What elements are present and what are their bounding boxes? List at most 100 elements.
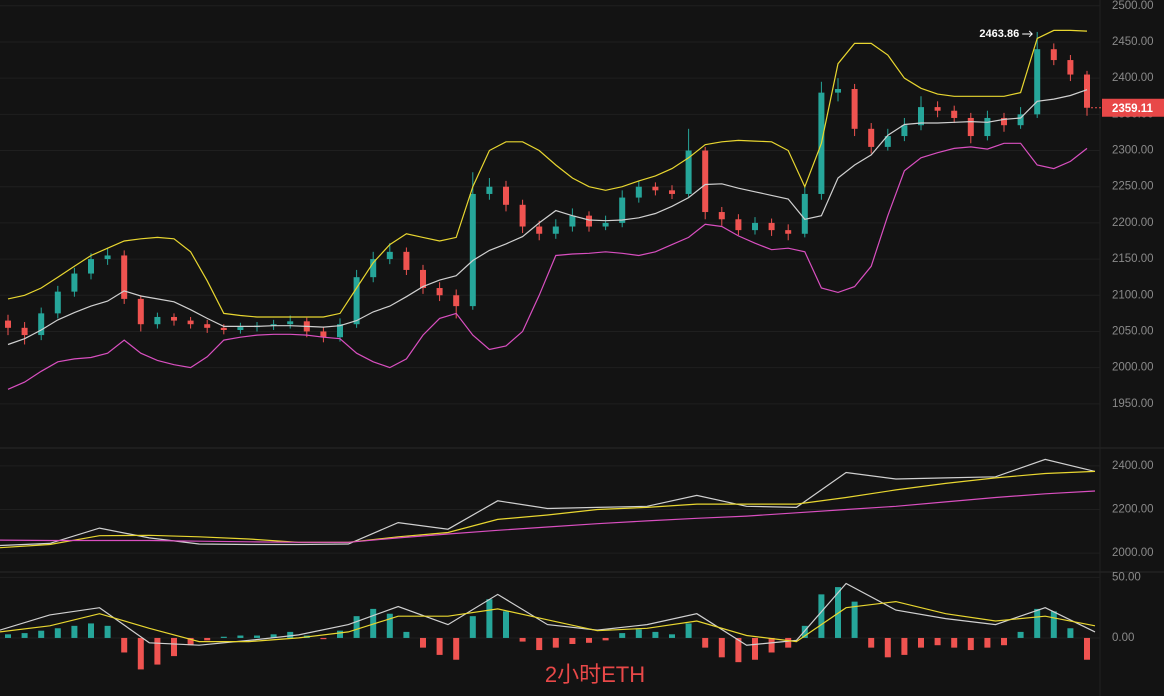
macd-line <box>0 582 1096 646</box>
candle-body <box>602 222 609 227</box>
candle-body <box>71 273 78 292</box>
macd-bar <box>818 594 825 638</box>
macd-bar <box>984 637 991 648</box>
macd-bar <box>270 634 277 638</box>
candle-body <box>187 320 194 325</box>
macd-bar <box>702 637 709 648</box>
candle-body <box>353 277 360 325</box>
macd-bar <box>104 625 111 638</box>
candle-body <box>370 259 377 278</box>
band-line <box>7 89 1088 346</box>
macd-bar <box>71 625 78 638</box>
candle-body <box>104 255 111 260</box>
candle-body <box>270 324 277 326</box>
candle-body <box>752 222 758 231</box>
candle-body <box>88 259 94 274</box>
candle-body <box>552 226 559 234</box>
y-tick-label: 2200.00 <box>1112 504 1154 516</box>
candle-body <box>220 327 227 330</box>
y-tick-label: 2200.00 <box>1112 217 1154 229</box>
macd-bar <box>801 625 808 638</box>
candle-body <box>204 324 211 328</box>
macd-bar <box>503 611 509 638</box>
macd-bar <box>1050 611 1057 638</box>
annotation-arrow <box>1022 30 1033 38</box>
y-tick-label: 2450.00 <box>1112 36 1154 48</box>
y-tick-label: 50.00 <box>1112 571 1141 583</box>
macd-bar <box>951 637 958 648</box>
candle-body <box>21 327 28 336</box>
candle-body <box>403 251 410 270</box>
macd-bar <box>403 631 410 638</box>
candle-body <box>536 226 543 234</box>
y-tick-label: 1950.00 <box>1112 398 1154 410</box>
macd-bar <box>154 637 161 665</box>
macd-bar <box>187 637 194 646</box>
macd-bar <box>901 637 908 655</box>
macd-bar <box>436 637 443 655</box>
candle-body <box>669 190 675 194</box>
candle-body <box>171 316 177 321</box>
macd-bar <box>420 637 426 648</box>
y-tick-label: 2400.00 <box>1112 72 1154 84</box>
high-annotation: 2463.86 <box>979 28 1019 40</box>
macd-bar <box>486 599 493 638</box>
macd-bar <box>785 637 792 648</box>
macd-bar <box>669 634 675 638</box>
macd-bar <box>237 635 244 638</box>
y-tick-label: 2300.00 <box>1112 145 1154 157</box>
macd-bar <box>934 637 941 646</box>
candle-body <box>1034 49 1041 115</box>
macd-bar <box>1084 637 1090 660</box>
candle-body <box>5 320 11 328</box>
candle-body <box>337 324 343 338</box>
y-tick-label: 2150.00 <box>1112 253 1154 265</box>
y-tick-label: 2100.00 <box>1112 289 1154 301</box>
ma-line <box>0 490 1096 543</box>
candle-body <box>1084 74 1090 108</box>
candle-body <box>486 186 493 194</box>
candle-body <box>951 110 958 118</box>
y-tick-label: 0.00 <box>1112 632 1134 644</box>
macd-bar <box>851 601 858 638</box>
candle-body <box>586 215 592 227</box>
macd-bar <box>337 630 343 638</box>
ma-line <box>0 458 1096 547</box>
candle-body <box>785 230 792 234</box>
macd-bar <box>1034 608 1041 638</box>
macd-bar <box>254 635 260 638</box>
y-tick-label: 2500.00 <box>1112 0 1154 12</box>
candle-body <box>685 150 692 194</box>
candle-body <box>54 291 61 314</box>
candle-body <box>420 269 426 289</box>
candle-body <box>918 107 924 126</box>
candle-body <box>1050 49 1057 61</box>
y-tick-label: 2000.00 <box>1112 362 1154 374</box>
y-tick-label: 2050.00 <box>1112 325 1154 337</box>
last-price-tag <box>1102 98 1164 117</box>
macd-bar <box>1001 637 1007 646</box>
candle-body <box>1001 117 1007 126</box>
macd-bar <box>21 633 28 638</box>
macd-line <box>0 600 1096 643</box>
candle-body <box>519 204 526 227</box>
candle-body <box>884 136 891 147</box>
macd-bar <box>884 637 891 658</box>
candle-body <box>287 321 294 325</box>
candle-body <box>868 128 875 147</box>
macd-bar <box>967 637 974 651</box>
macd-bar <box>602 637 609 641</box>
last-price-label: 2359.11 <box>1112 103 1154 115</box>
candle-body <box>967 117 974 137</box>
y-tick-label: 2250.00 <box>1112 181 1154 193</box>
candle-body <box>569 215 576 227</box>
macd-bar <box>38 630 45 638</box>
macd-bar <box>619 633 626 638</box>
macd-bar <box>88 623 94 638</box>
candle-body <box>1017 114 1024 126</box>
y-tick-label: 2400.00 <box>1112 460 1154 472</box>
macd-bar <box>137 637 144 670</box>
